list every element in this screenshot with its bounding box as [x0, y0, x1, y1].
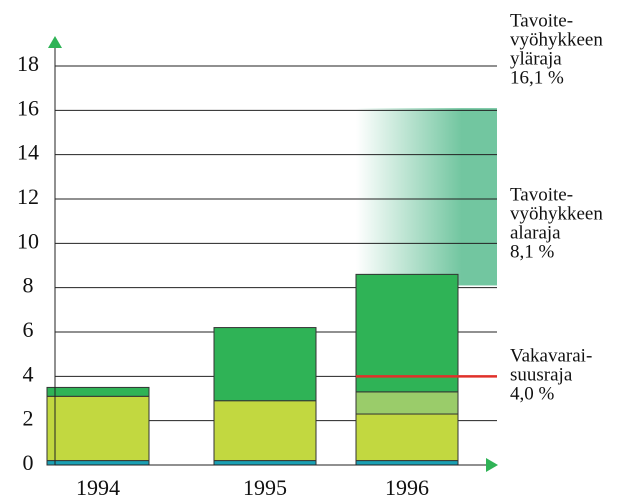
annotation: vyöhykkeen	[510, 203, 603, 224]
x-tick-label: 1994	[76, 475, 120, 500]
annotation: 8,1 %	[510, 241, 555, 262]
annotation: Tavoite-	[510, 10, 573, 31]
annotation: vyöhykkeen	[510, 29, 603, 50]
annotation: alaraja	[510, 222, 561, 243]
x-tick-label: 1996	[385, 475, 429, 500]
y-tick-label: 18	[17, 51, 39, 76]
annotation: Tavoite-	[510, 184, 573, 205]
annotation: 16,1 %	[510, 67, 564, 88]
bar-segment	[213, 460, 317, 466]
y-tick-label: 12	[17, 184, 39, 209]
bar-segment	[213, 400, 317, 462]
bar-segment	[355, 413, 459, 462]
bar-segment	[46, 460, 150, 466]
annotation: yläraja	[510, 48, 562, 69]
y-tick-label: 10	[17, 228, 39, 253]
annotation: Vakavarai-	[510, 345, 592, 366]
y-tick-label: 6	[23, 317, 34, 342]
y-tick-label: 4	[23, 361, 34, 386]
y-axis-arrow	[48, 36, 62, 48]
bar-segment	[355, 273, 459, 393]
bar-segment	[46, 386, 150, 397]
y-tick-label: 8	[23, 273, 34, 298]
y-tick-label: 16	[17, 95, 39, 120]
annotation: suusraja	[510, 364, 573, 385]
y-tick-label: 2	[23, 406, 34, 431]
bar-segment	[355, 460, 459, 466]
y-tick-label: 14	[17, 140, 39, 165]
annotation: 4,0 %	[510, 383, 555, 404]
x-axis-arrow	[486, 458, 498, 472]
x-tick-label: 1995	[243, 475, 287, 500]
bar-segment	[355, 391, 459, 415]
target-zone	[356, 108, 497, 286]
y-tick-label: 0	[23, 450, 34, 475]
bar-segment	[46, 395, 150, 462]
bar-segment	[213, 327, 317, 402]
